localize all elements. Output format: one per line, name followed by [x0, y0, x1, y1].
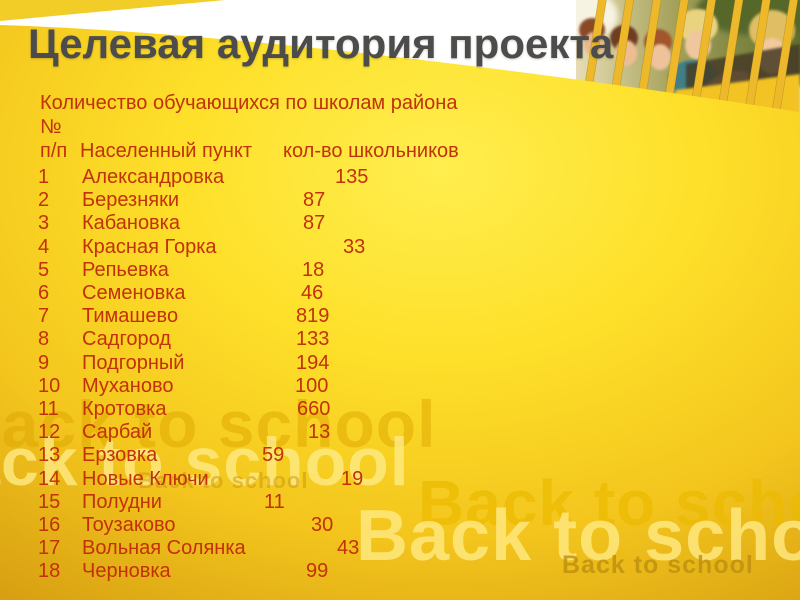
row-settlement: Муханово: [82, 374, 174, 397]
row-count: 46: [301, 282, 324, 304]
row-number: 8: [38, 328, 50, 351]
row-settlement: Вольная Солянка: [82, 537, 246, 560]
row-count: 33: [343, 235, 366, 258]
row-count: 11: [264, 490, 285, 513]
row-number: 3: [38, 212, 50, 235]
row-count: 133: [296, 328, 330, 351]
table-caption: Количество обучающихся по школам района: [40, 92, 458, 114]
table-header-row: п/п Населенный пункт кол-во школьников: [0, 140, 800, 163]
row-count: 59: [262, 444, 285, 467]
table-row: 14 Новые Ключи 19: [0, 468, 800, 491]
row-settlement: Кротовка: [82, 398, 167, 420]
row-count: 30: [311, 514, 334, 536]
row-count: 87: [303, 212, 326, 235]
table-row: 17 Вольная Солянка 43: [0, 537, 800, 560]
column-header-num-line1: №: [40, 116, 62, 138]
table-row: 12 Сарбай 13: [0, 421, 800, 444]
row-settlement: Репьевка: [82, 258, 169, 281]
row-settlement: Черновка: [82, 560, 171, 583]
row-number: 7: [38, 305, 50, 328]
row-settlement: Ерзовка: [82, 444, 158, 467]
row-count: 43: [337, 537, 360, 560]
row-number: 6: [38, 282, 50, 304]
table-row: 11 Кротовка 660: [0, 398, 800, 421]
row-settlement: Семеновка: [82, 282, 186, 304]
table-row: 9 Подгорный 194: [0, 352, 800, 375]
row-settlement: Тоузаково: [82, 514, 176, 536]
table-row: 7 Тимашево 819: [0, 305, 800, 328]
row-settlement: Садгород: [82, 328, 171, 351]
row-count: 87: [303, 189, 326, 212]
table-row: 5 Репьевка 18: [0, 259, 800, 282]
row-count: 19: [341, 467, 364, 490]
row-settlement: Тимашево: [82, 305, 179, 328]
row-settlement: Полудни: [82, 490, 162, 513]
row-settlement: Новые Ключи: [82, 467, 209, 490]
column-header-count: кол-во школьников: [283, 140, 459, 162]
table-row: 15 Полудни 11: [0, 491, 800, 514]
row-count: 660: [297, 398, 331, 420]
table-row: 3 Кабановка 87: [0, 212, 800, 235]
column-header-num-line2: п/п: [40, 140, 68, 162]
row-count: 819: [296, 305, 330, 328]
column-header-settlement: Населенный пункт: [80, 140, 253, 162]
row-settlement: Красная Горка: [82, 235, 217, 258]
table-row: 18 Черновка 99: [0, 560, 800, 583]
row-settlement: Березняки: [82, 189, 180, 212]
row-number: 13: [38, 444, 61, 467]
table-row: 1 Александровка 135: [0, 166, 800, 189]
table-row: 4 Красная Горка 33: [0, 236, 800, 259]
row-number: 11: [38, 398, 59, 420]
row-count: 194: [296, 351, 330, 374]
row-number: 9: [38, 351, 50, 374]
row-settlement: Подгорный: [82, 351, 185, 374]
row-count: 18: [302, 258, 325, 281]
row-count: 99: [306, 560, 329, 583]
row-count: 135: [335, 166, 369, 188]
table-row: 10 Муханово 100: [0, 375, 800, 398]
row-number: 12: [38, 421, 61, 444]
slide-title: Целевая аудитория проекта: [28, 20, 614, 67]
row-number: 1: [38, 166, 50, 188]
row-number: 18: [38, 560, 61, 583]
row-number: 5: [38, 258, 50, 281]
table-row: 8 Садгород 133: [0, 328, 800, 351]
row-settlement: Александровка: [82, 166, 225, 188]
row-number: 14: [38, 467, 61, 490]
row-number: 17: [38, 537, 61, 560]
row-number: 2: [38, 189, 50, 212]
table-row: 13 Ерзовка 59: [0, 444, 800, 467]
row-number: 4: [38, 235, 50, 258]
table-row: 16 Тоузаково 30: [0, 514, 800, 537]
row-number: 10: [38, 374, 61, 397]
row-number: 16: [38, 514, 61, 536]
table-row: 2 Березняки 87: [0, 189, 800, 212]
row-count: 100: [295, 374, 329, 397]
top-left-accent-shape: [0, 0, 225, 21]
row-number: 15: [38, 490, 61, 513]
table-row: 6 Семеновка 46: [0, 282, 800, 305]
row-count: 13: [308, 421, 331, 444]
row-settlement: Кабановка: [82, 212, 180, 235]
row-settlement: Сарбай: [82, 421, 153, 444]
